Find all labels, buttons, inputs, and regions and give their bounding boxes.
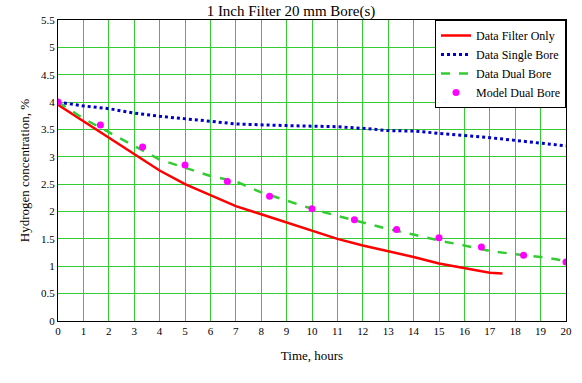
- svg-text:2.5: 2.5: [41, 178, 55, 190]
- svg-text:6: 6: [208, 325, 214, 337]
- svg-text:3.5: 3.5: [41, 123, 55, 135]
- svg-text:8: 8: [258, 325, 264, 337]
- svg-text:5: 5: [49, 41, 55, 53]
- svg-text:Data Dual Bore: Data Dual Bore: [476, 67, 551, 81]
- svg-text:0.5: 0.5: [41, 287, 55, 299]
- svg-text:3: 3: [49, 151, 55, 163]
- svg-text:0: 0: [55, 325, 61, 337]
- svg-text:7: 7: [233, 325, 239, 337]
- svg-text:3: 3: [131, 325, 137, 337]
- svg-text:14: 14: [408, 325, 420, 337]
- svg-text:1: 1: [49, 260, 55, 272]
- svg-text:Data Single Bore: Data Single Bore: [476, 48, 559, 62]
- svg-text:1.5: 1.5: [41, 233, 55, 245]
- svg-text:2: 2: [49, 205, 55, 217]
- svg-text:15: 15: [434, 325, 446, 337]
- svg-text:Hydrogen concentration, %: Hydrogen concentration, %: [17, 99, 32, 242]
- svg-text:1: 1: [81, 325, 87, 337]
- svg-text:2: 2: [106, 325, 112, 337]
- svg-text:5: 5: [182, 325, 188, 337]
- svg-text:0: 0: [49, 315, 55, 327]
- svg-text:12: 12: [357, 325, 368, 337]
- svg-text:4: 4: [49, 96, 55, 108]
- svg-text:9: 9: [284, 325, 290, 337]
- svg-text:4.5: 4.5: [41, 69, 55, 81]
- svg-text:19: 19: [535, 325, 547, 337]
- svg-text:4: 4: [157, 325, 163, 337]
- svg-text:5.5: 5.5: [41, 14, 55, 26]
- svg-text:16: 16: [459, 325, 471, 337]
- svg-text:Data Filter Only: Data Filter Only: [476, 29, 555, 43]
- svg-text:18: 18: [510, 325, 522, 337]
- svg-text:17: 17: [484, 325, 496, 337]
- svg-text:1 Inch Filter 20 mm Bore(s): 1 Inch Filter 20 mm Bore(s): [207, 3, 376, 20]
- svg-text:Model Dual Bore: Model Dual Bore: [476, 86, 560, 100]
- svg-text:10: 10: [307, 325, 319, 337]
- svg-text:13: 13: [383, 325, 395, 337]
- svg-text:11: 11: [332, 325, 343, 337]
- svg-text:20: 20: [561, 325, 573, 337]
- svg-text:Time, hours: Time, hours: [281, 348, 343, 363]
